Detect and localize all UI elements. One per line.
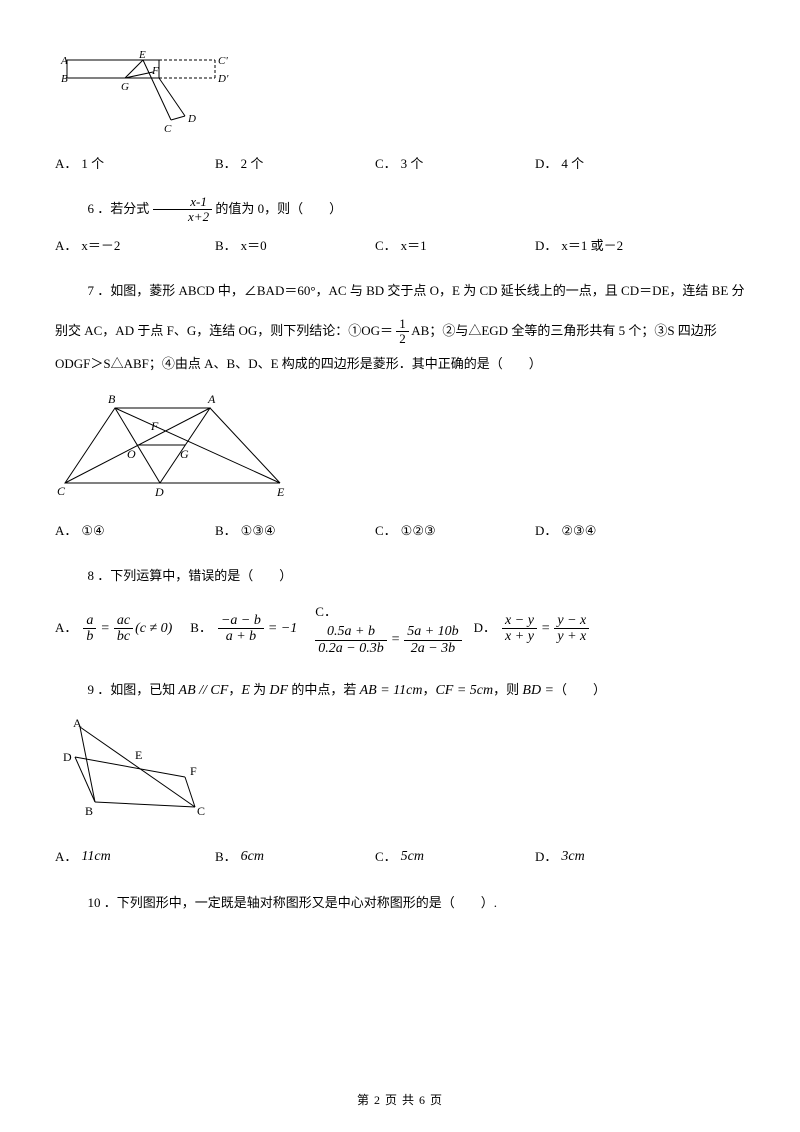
q9-opt-d: D．3cm xyxy=(535,846,695,868)
q7-text-2: 别交 AC，AD 于点 F、G，连结 OG，则下列结论：①OG＝ 12 AB；②… xyxy=(55,317,745,347)
q7-text-1: 7 ．如图，菱形 ABCD 中，∠BAD＝60°，AC 与 BD 交于点 O，E… xyxy=(55,277,745,304)
q9-figure: A D E F B C xyxy=(55,717,745,834)
q5-figure: A B E F G C' D' C D xyxy=(55,50,745,142)
q6-opt-b: B．x＝0 xyxy=(215,236,375,257)
svg-text:F: F xyxy=(151,65,159,77)
q6-options: A．x＝－2 B．x＝0 C．x＝1 D．x＝1 或－2 xyxy=(55,236,745,257)
q10-text: 10 ．下列图形中，一定既是轴对称图形又是中心对称图形的是（ ）. xyxy=(55,889,745,916)
svg-text:A: A xyxy=(73,717,82,730)
q6-text: 6 ．若分式 x-1x+2 的值为 0，则（ ） xyxy=(55,195,745,225)
q9-options: A．11cm B．6cm C．5cm D．3cm xyxy=(55,846,745,868)
svg-text:F: F xyxy=(150,419,159,433)
page-footer: 第 2 页 共 6 页 xyxy=(0,1091,800,1110)
q7-text-3: ODGF＞S△ABF；④由点 A、B、D、E 构成的四边形是菱形．其中正确的是（… xyxy=(55,350,745,377)
svg-text:B: B xyxy=(108,392,116,406)
q5-options: A．1 个 B．2 个 C．3 个 D．4 个 xyxy=(55,154,745,175)
svg-text:C': C' xyxy=(218,55,228,67)
q6-opt-c: C．x＝1 xyxy=(375,236,535,257)
svg-text:D': D' xyxy=(217,73,229,85)
svg-text:D: D xyxy=(63,750,72,764)
q7-opt-b: B．①③④ xyxy=(215,521,375,542)
svg-text:O: O xyxy=(127,447,136,461)
svg-text:B: B xyxy=(61,73,68,85)
svg-text:C: C xyxy=(57,484,66,498)
q8-opt-c: C． 0.5a + b0.2a − 0.3b = 5a + 10b2a − 3b xyxy=(315,602,461,657)
q8-opt-b: B． −a − ba + b = −1 xyxy=(190,613,297,645)
svg-text:C: C xyxy=(164,123,172,135)
q7-opt-a: A．①④ xyxy=(55,521,215,542)
svg-text:C: C xyxy=(197,804,205,818)
q7-options: A．①④ B．①③④ C．①②③ D．②③④ xyxy=(55,521,745,542)
svg-text:E: E xyxy=(276,485,285,499)
svg-text:E: E xyxy=(135,748,142,762)
q9-opt-b: B．6cm xyxy=(215,846,375,868)
svg-text:A: A xyxy=(60,55,68,67)
q9-opt-c: C．5cm xyxy=(375,846,535,868)
q8-opt-d: D． x − yx + y = y − xy + x xyxy=(474,613,590,645)
svg-text:G: G xyxy=(180,447,189,461)
q5-opt-d: D．4 个 xyxy=(535,154,695,175)
q8-text: 8 ．下列运算中，错误的是（ ） xyxy=(55,562,745,589)
svg-text:E: E xyxy=(138,50,146,61)
svg-text:A: A xyxy=(207,392,216,406)
q8-options: A． ab = acbc (c ≠ 0) B． −a − ba + b = −1… xyxy=(55,602,745,657)
q8-opt-a: A． ab = acbc (c ≠ 0) xyxy=(55,613,172,645)
q7-figure: B A C D E F O G xyxy=(55,388,745,510)
q5-opt-b: B．2 个 xyxy=(215,154,375,175)
q9-opt-a: A．11cm xyxy=(55,846,215,868)
q9-text: 9 ．如图，已知 AB // CF，E 为 DF 的中点，若 AB = 11cm… xyxy=(55,676,745,705)
q5-opt-a: A．1 个 xyxy=(55,154,215,175)
svg-text:D: D xyxy=(187,113,196,125)
svg-text:F: F xyxy=(190,764,197,778)
q7-opt-c: C．①②③ xyxy=(375,521,535,542)
svg-text:B: B xyxy=(85,804,93,818)
q5-opt-c: C．3 个 xyxy=(375,154,535,175)
q6-opt-a: A．x＝－2 xyxy=(55,236,215,257)
svg-text:D: D xyxy=(154,485,164,499)
svg-text:G: G xyxy=(121,81,129,93)
q7-opt-d: D．②③④ xyxy=(535,521,695,542)
q6-opt-d: D．x＝1 或－2 xyxy=(535,236,695,257)
